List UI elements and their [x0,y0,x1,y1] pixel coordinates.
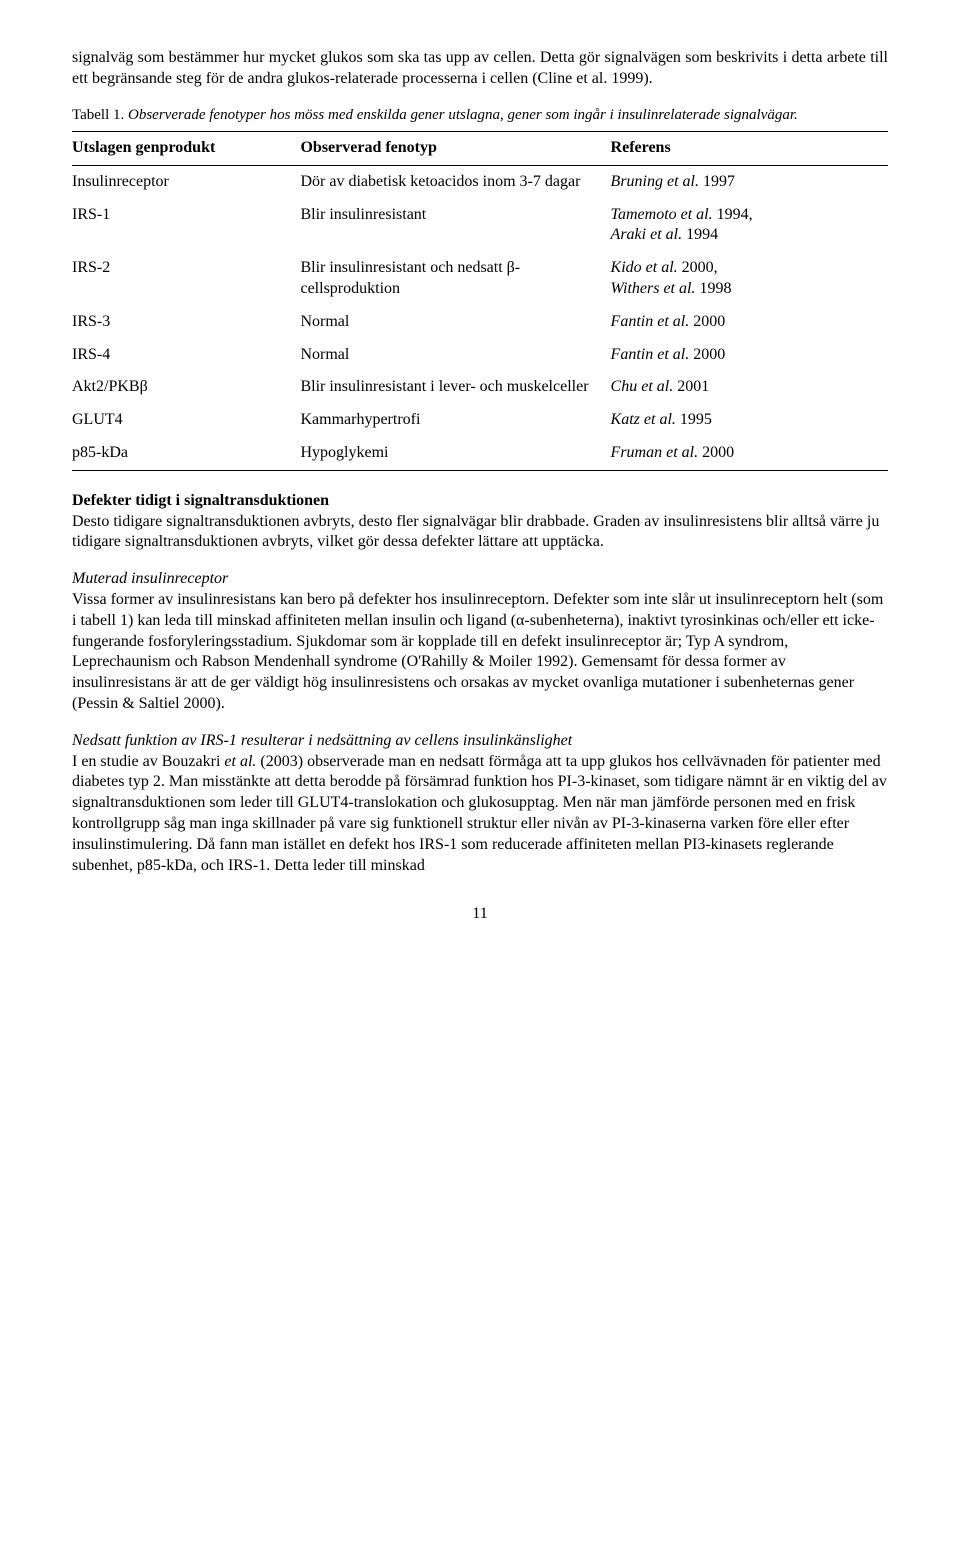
ref-year: 2000 [698,444,734,461]
section-body-irs1-post: (2003) observerade man en nedsatt förmåg… [72,753,887,874]
cell-reference: Tamemoto et al. 1994, Araki et al. 1994 [611,199,888,253]
ref-italic: Araki et al. [611,226,683,243]
ref-year: 1998 [695,280,731,297]
section-heading-defects: Defekter tidigt i signaltransduktionen [72,491,888,512]
section-body-irs1-etal: et al. [224,753,256,770]
cell-geneproduct: Akt2/PKBβ [72,371,300,404]
section-body-irs1-pre: I en studie av Bouzakri [72,753,224,770]
ref-year: 2000, [678,259,718,276]
cell-reference: Chu et al. 2001 [611,371,888,404]
ref-italic: Withers et al. [611,280,696,297]
cell-phenotype: Blir insulinresistant och nedsatt β-cell… [300,252,610,306]
cell-phenotype: Blir insulinresistant [300,199,610,253]
cell-geneproduct: p85-kDa [72,437,300,470]
table-row: IRS-4NormalFantin et al. 2000 [72,339,888,372]
table-row: IRS-2Blir insulinresistant och nedsatt β… [72,252,888,306]
ref-italic: Kido et al. [611,259,678,276]
cell-geneproduct: GLUT4 [72,404,300,437]
ref-year: 2000 [689,346,725,363]
table-caption: Tabell 1. Observerade fenotyper hos möss… [72,106,888,126]
ref-year: 2000 [689,313,725,330]
ref-year: 2001 [673,378,709,395]
table-caption-italic: Observerade fenotyper hos möss med enski… [128,107,798,123]
ref-year: 1994 [682,226,718,243]
cell-geneproduct: IRS-1 [72,199,300,253]
ref-italic: Fantin et al. [611,346,690,363]
phenotype-table: Utslagen genprodukt Observerad fenotyp R… [72,131,888,471]
subheading-irs1: Nedsatt funktion av IRS-1 resulterar i n… [72,731,888,752]
ref-year: 1994, [713,206,753,223]
table-row: GLUT4KammarhypertrofiKatz et al. 1995 [72,404,888,437]
cell-reference: Fantin et al. 2000 [611,339,888,372]
cell-reference: Fantin et al. 2000 [611,306,888,339]
cell-geneproduct: IRS-2 [72,252,300,306]
ref-italic: Bruning et al. [611,173,699,190]
ref-year: 1995 [676,411,712,428]
cell-phenotype: Normal [300,339,610,372]
table-row: Akt2/PKBβBlir insulinresistant i lever- … [72,371,888,404]
section-body-mutated: Vissa former av insulinresistans kan ber… [72,591,883,712]
cell-phenotype: Dör av diabetisk ketoacidos inom 3-7 dag… [300,165,610,198]
th-1: Observerad fenotyp [300,132,610,166]
intro-paragraph: signalväg som bestämmer hur mycket gluko… [72,48,888,90]
section-defects-early: Defekter tidigt i signaltransduktionen D… [72,491,888,553]
table-row: p85-kDaHypoglykemiFruman et al. 2000 [72,437,888,470]
section-irs1: Nedsatt funktion av IRS-1 resulterar i n… [72,731,888,877]
subheading-mutated-receptor: Muterad insulinreceptor [72,569,888,590]
ref-italic: Tamemoto et al. [611,206,713,223]
cell-geneproduct: Insulinreceptor [72,165,300,198]
table-caption-prefix: Tabell 1. [72,107,128,123]
cell-reference: Katz et al. 1995 [611,404,888,437]
table-row: IRS-1Blir insulinresistantTamemoto et al… [72,199,888,253]
ref-year: 1997 [699,173,735,190]
cell-phenotype: Kammarhypertrofi [300,404,610,437]
ref-italic: Chu et al. [611,378,674,395]
cell-phenotype: Normal [300,306,610,339]
ref-italic: Katz et al. [611,411,676,428]
ref-italic: Fantin et al. [611,313,690,330]
cell-geneproduct: IRS-4 [72,339,300,372]
cell-geneproduct: IRS-3 [72,306,300,339]
table-row: InsulinreceptorDör av diabetisk ketoacid… [72,165,888,198]
th-2: Referens [611,132,888,166]
table-header-row: Utslagen genprodukt Observerad fenotyp R… [72,132,888,166]
table-row: IRS-3NormalFantin et al. 2000 [72,306,888,339]
cell-phenotype: Hypoglykemi [300,437,610,470]
cell-reference: Kido et al. 2000, Withers et al. 1998 [611,252,888,306]
section-body-defects: Desto tidigare signaltransduktionen avbr… [72,513,879,551]
page-number: 11 [72,904,888,925]
th-0: Utslagen genprodukt [72,132,300,166]
cell-phenotype: Blir insulinresistant i lever- och muske… [300,371,610,404]
section-mutated-receptor: Muterad insulinreceptor Vissa former av … [72,569,888,715]
cell-reference: Bruning et al. 1997 [611,165,888,198]
cell-reference: Fruman et al. 2000 [611,437,888,470]
ref-italic: Fruman et al. [611,444,699,461]
